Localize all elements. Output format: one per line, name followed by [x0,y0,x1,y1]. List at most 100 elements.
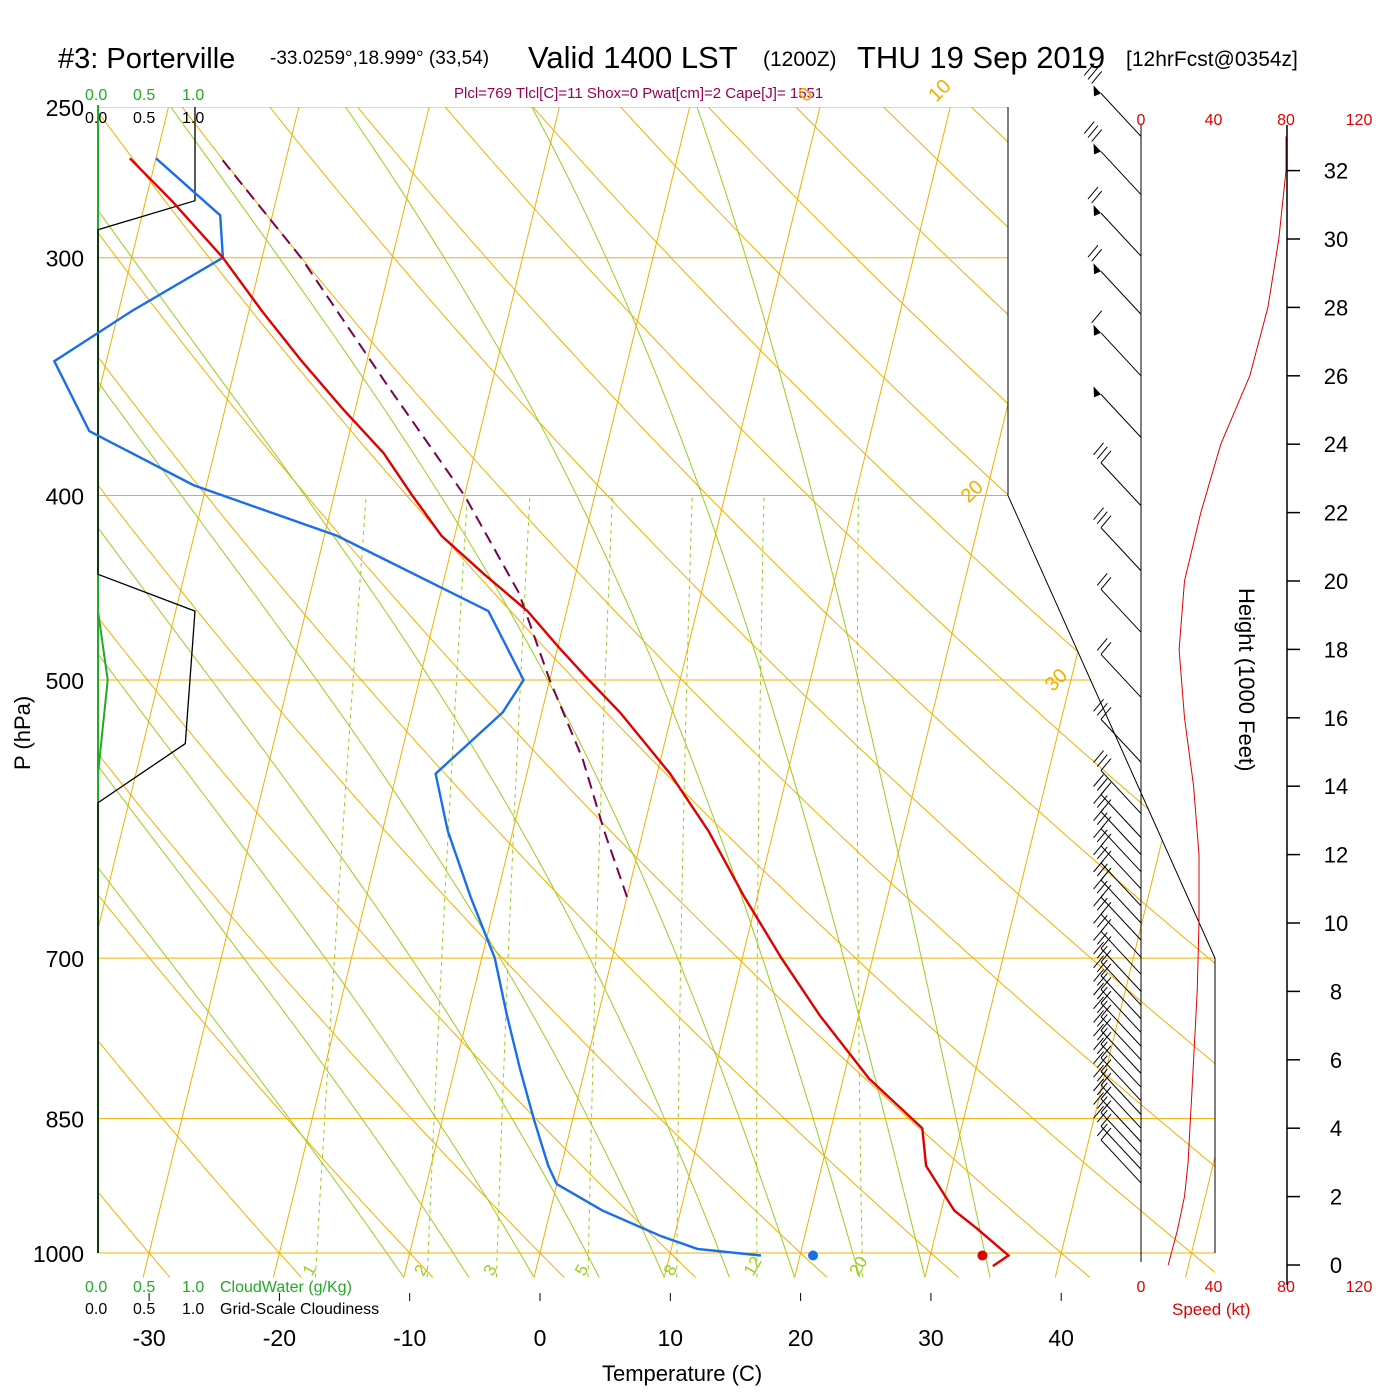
wind-barb [1093,808,1142,873]
height-tick-label: 6 [1330,1048,1342,1073]
station-title: #3: Porterville [58,43,235,75]
wind-barb-staff [1100,828,1142,873]
wind-barb-feather [1093,750,1104,763]
speed-tick-label-bottom: 0 [1137,1279,1146,1296]
moist-adiabat-line [513,107,926,1278]
wind-barb-feather [1096,754,1108,767]
isotherm-label: 20 [957,476,988,507]
dry-adiabat-line [532,107,1215,1278]
wind-barb-feather [1096,795,1108,808]
height-tick-label: 4 [1330,1116,1342,1141]
wind-barb-feather [1093,698,1104,712]
stability-indices: Plcl=769 Tlcl[C]=11 Shox=0 Pwat[cm]=2 Ca… [454,85,823,102]
wind-barb-feather [1096,1068,1108,1082]
wind-barb-feather [1083,63,1095,76]
wind-barb-feather [1100,1072,1112,1086]
dry-adiabats [98,107,1215,1278]
wind-barb-feather [1100,641,1112,655]
wind-barb-staff [1100,527,1142,572]
isotherm-line [663,107,960,1278]
mixing-ratio-label: 20 [846,1253,872,1279]
speed-tick-label-top: 80 [1277,112,1295,129]
wind-barb-feather [1100,1086,1112,1100]
mixing-ratio-label: 3 [480,1261,501,1279]
wind-barb-staff [1100,961,1142,1006]
wind-barb-feather [1096,829,1108,843]
wind-barb-feather [1100,963,1112,977]
wind-barb [1093,1105,1142,1170]
wind-barb-feather [1091,71,1103,84]
cloudwater-label: CloudWater (g/Kg) [220,1279,352,1296]
moist-adiabat-line [98,107,665,1278]
wind-barb-feather [1093,955,1104,969]
pressure-tick-label: 300 [46,246,84,272]
wind-barb-feather [1100,990,1112,1004]
wind-barb-staff [1100,1016,1142,1061]
wind-barb [1093,825,1142,890]
wind-barb-staff [1100,930,1142,975]
wind-barb-feather [1093,791,1104,804]
height-tick-label: 0 [1330,1253,1342,1278]
moist-adiabat-line [98,107,730,1278]
height-tick-label: 20 [1324,569,1348,594]
mixing-ratio-line [426,495,468,1278]
wind-barb-pennant [1093,205,1101,217]
isotherm-label: 10 [924,75,955,106]
dry-adiabat-line [98,107,959,1278]
temperature-tick-label: 20 [788,1325,814,1351]
wind-barb-staff [1100,770,1142,814]
wind-barb-feather [1100,450,1112,464]
wind-barb [1087,186,1142,257]
height-tick-label: 32 [1324,159,1348,184]
mixing-ratio-line [314,495,367,1278]
moist-adiabats [98,107,991,1278]
dry-adiabat-line [98,107,434,1278]
pressure-axis-label: P (hPa) [10,696,35,770]
cloudiness-tick-top-2: 1.0 [182,110,204,127]
wind-barb-feather [1096,1082,1108,1096]
dry-adiabat-line [357,107,1215,1278]
mixing-ratio-label: 5 [571,1261,592,1279]
dry-adiabat-line [444,107,1215,1278]
dry-adiabat-line [181,107,1215,1278]
wind-barb-feather [1093,774,1104,787]
wind-barb-feather [1093,507,1104,521]
wind-barb-pennant [1093,263,1101,275]
wind-barb-staff [1100,718,1142,763]
height-tick-label: 16 [1324,706,1348,731]
isotherm-line [98,107,178,1278]
isotherm-line [403,107,699,1278]
wind-barb-staff [1100,1139,1142,1184]
wind-barb-feather [1100,1059,1112,1072]
pressure-tick-label: 500 [46,668,84,694]
wind-barb-feather [1093,893,1104,907]
wind-barb [1091,310,1142,377]
isotherm-line [98,107,308,1278]
wind-barb-feather [1096,897,1108,911]
wind-barb-staff [1100,212,1142,257]
height-tick-label: 30 [1324,227,1348,252]
height-tick-label: 28 [1324,295,1348,320]
wind-barb-feather [1100,1100,1112,1113]
zulu-time: (1200Z) [763,48,837,71]
wind-barb-feather [1096,959,1108,973]
wind-barb-staff [1100,1002,1142,1047]
wind-barb [1093,928,1142,992]
wind-barb [1093,507,1142,572]
cloud-scale-top: 0.0 0.5 1.0 0.0 0.5 1.0 [85,87,204,127]
mixing-ratio-lines [314,495,864,1278]
cloudiness-tick-bottom-0: 0.0 [85,1301,107,1318]
temperature-tick-label: 40 [1048,1325,1074,1351]
wind-barbs [1083,63,1142,1184]
speed-tick-label-bottom: 80 [1277,1279,1295,1296]
wind-barb-feather [1093,1010,1104,1023]
wind-barb [1096,1123,1142,1184]
temperature-axis-label: Temperature (C) [602,1361,762,1386]
cloudiness-label: Grid-Scale Cloudiness [220,1301,379,1318]
wind-barb-feather [1091,248,1103,262]
wind-barb [1093,1051,1142,1115]
wind-barb-feather [1096,1055,1108,1068]
wind-barb-feather [1093,808,1104,822]
pressure-tick-label: 400 [46,484,84,510]
